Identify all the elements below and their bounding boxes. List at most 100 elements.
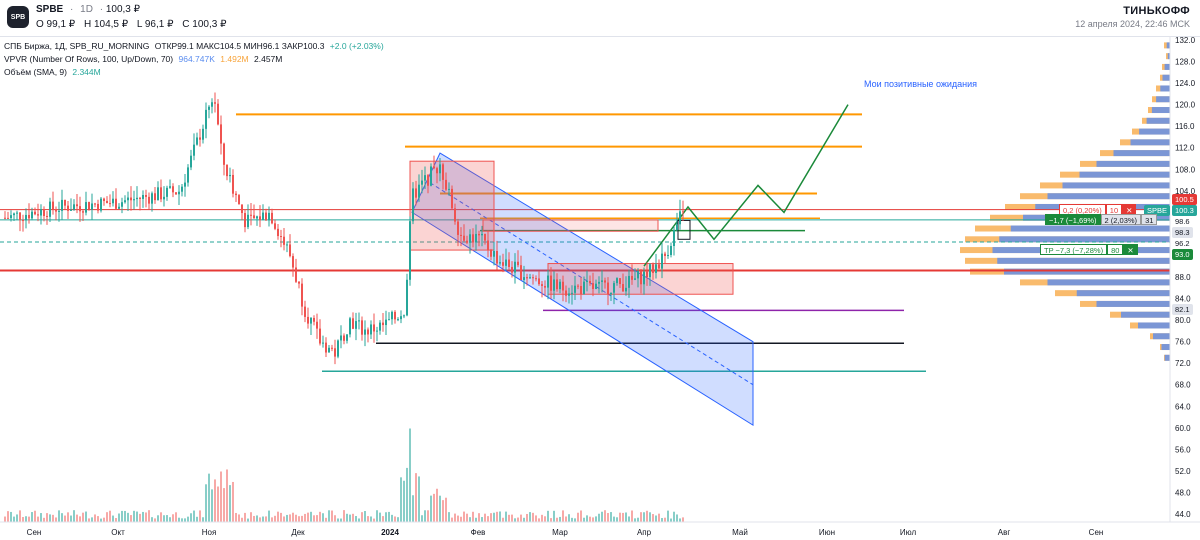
legend-vpvr-c: 2.457M [254, 54, 283, 64]
vp-row-up [1164, 63, 1170, 70]
candle-body [250, 214, 252, 216]
candle-body [112, 198, 114, 204]
timeframe[interactable]: 1D [80, 4, 93, 15]
volume-bar [406, 467, 408, 522]
legend-volume-row[interactable]: Объём (SMA, 9) 2.344M [4, 66, 387, 79]
candle-body [100, 198, 102, 211]
volume-bar [100, 518, 102, 522]
volume-bar [388, 511, 390, 522]
candle-body [478, 233, 480, 236]
volume-bar [526, 513, 528, 522]
time-tick-label: Фев [471, 528, 486, 537]
legend-vpvr-row[interactable]: VPVR (Number Of Rows, 100, Up/Down, 70) … [4, 53, 387, 66]
candle-body [460, 234, 462, 236]
price-tick-label: 68.0 [1175, 381, 1191, 390]
volume-bar [91, 517, 93, 522]
order-3-close-icon[interactable]: ✕ [1123, 244, 1138, 255]
volume-bar [631, 510, 633, 522]
chart-header: SPB SPBE · 1D · 100,3 ₽ O 99,1 ₽ H 104,5… [0, 0, 1200, 37]
candle-body [559, 281, 561, 290]
candle-body [568, 293, 570, 296]
candle-body [22, 220, 24, 222]
volume-bar [583, 517, 585, 522]
price-tick-label: 128.0 [1175, 58, 1196, 67]
candle-body [310, 317, 312, 324]
volume-bar [448, 512, 450, 522]
volume-bar [436, 488, 438, 522]
separator-2: · [99, 4, 104, 15]
candle-body [676, 224, 678, 230]
candle-body [343, 335, 345, 341]
candle-body [331, 347, 333, 349]
candle-body [136, 197, 138, 200]
chart-annotation[interactable]: Мои позитивные ожидания [864, 79, 978, 89]
candle-body [7, 217, 9, 219]
vp-row-up [1121, 311, 1170, 318]
price-tick-label: 84.0 [1175, 295, 1191, 304]
candle-body [598, 281, 600, 284]
symbol-name[interactable]: SPBE [36, 4, 64, 15]
candle-body [289, 244, 291, 257]
candle-body [529, 277, 531, 279]
candle-body [31, 211, 33, 219]
time-axis: Сен Окт Ноя Дек 2024 Фев Мар Апр Май Июн Июл Авг Сен [27, 528, 1104, 537]
volume-bar [403, 480, 405, 522]
candle-body [499, 262, 501, 264]
candle-body [427, 175, 429, 186]
time-tick-label: 2024 [381, 528, 399, 537]
candle-body [70, 209, 72, 211]
volume-bar [52, 514, 54, 522]
volume-bar [253, 515, 255, 522]
price-chart[interactable]: 132.0 128.0 124.0 120.0 116.0 112.0 108.0 104.0… [0, 36, 1200, 540]
price-tick-label: 76.0 [1175, 338, 1191, 347]
volume-bar [628, 516, 630, 522]
volume-bar [505, 511, 507, 522]
volume-bar [223, 488, 225, 522]
candle-body [91, 203, 93, 210]
legend-vpvr: VPVR (Number Of Rows, 100, Up/Down, 70) [4, 54, 174, 64]
candle-body [454, 208, 456, 222]
candle-body [577, 285, 579, 287]
volume-bar [181, 518, 183, 522]
candle-body [565, 290, 567, 296]
candle-body [436, 168, 438, 174]
candle-body [208, 106, 210, 110]
candle-body [97, 203, 99, 211]
volume-bar [655, 515, 657, 522]
volume-bar [457, 515, 459, 522]
volume-bar [154, 518, 156, 522]
candle-body [463, 235, 465, 241]
candle-body [652, 264, 654, 273]
volume-bar [187, 516, 189, 522]
candle-body [238, 195, 240, 205]
volume-bar [349, 514, 351, 522]
candle-body [49, 201, 51, 217]
price-tick-label: 72.0 [1175, 359, 1191, 368]
candle-body [496, 251, 498, 264]
volume-bar [280, 512, 282, 522]
volume-bar [619, 512, 621, 522]
volume-bar [364, 511, 366, 522]
volume-bar [79, 516, 81, 522]
candle-body [601, 280, 603, 282]
order-label-3[interactable]: TP −7,3 (−7,28%) 80 ✕ [1040, 244, 1138, 255]
candle-body [433, 166, 435, 169]
candle-body [424, 175, 426, 181]
candle-body [448, 188, 450, 190]
legend-price-row[interactable]: СПБ Биржа, 1Д, SPB_RU_MORNING ОТКР99.1 М… [4, 40, 387, 53]
candle-body [25, 214, 27, 221]
candle-body [394, 311, 396, 320]
order-label-2[interactable]: −1,7 (−1,69%) 2 (2,03%) 31 [1045, 214, 1158, 225]
volume-bar [37, 516, 39, 522]
candle-body [217, 103, 219, 125]
volume-bar [205, 484, 207, 522]
volume-bar [367, 516, 369, 522]
time-tick-label: Май [732, 528, 748, 537]
volume-bar [268, 510, 270, 522]
volume-bar [157, 515, 159, 522]
candle-body [583, 281, 585, 294]
volume-bar [139, 513, 141, 522]
candle-body [517, 261, 519, 266]
candle-body [262, 212, 264, 221]
volume-bar [58, 510, 60, 522]
